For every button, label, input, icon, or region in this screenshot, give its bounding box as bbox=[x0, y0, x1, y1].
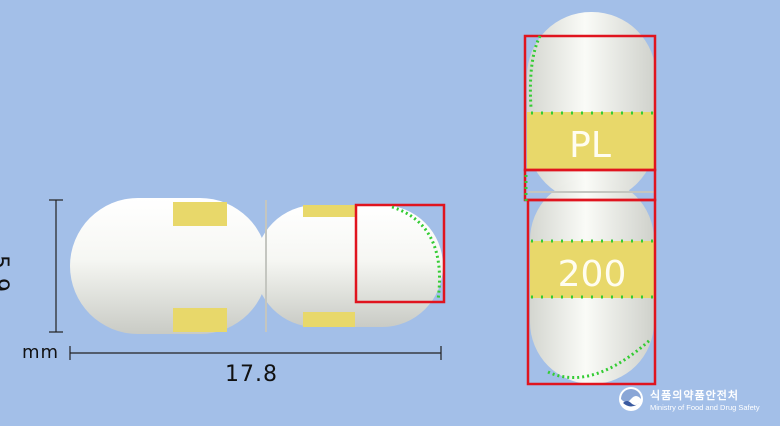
detection-box-bottom bbox=[526, 198, 657, 386]
logo-korean: 식품의약품안전처 bbox=[650, 389, 739, 402]
mfds-logo: 식품의약품안전처 Ministry of Food and Drug Safet… bbox=[618, 386, 760, 412]
dimension-lines bbox=[49, 199, 442, 360]
mfds-emblem-icon bbox=[619, 387, 643, 411]
logo-english: Ministry of Food and Drug Safety bbox=[650, 402, 760, 412]
detection-box-horizontal bbox=[354, 203, 446, 304]
length-label: 17.8 bbox=[225, 362, 278, 387]
vertical-capsule: PL 200 bbox=[523, 12, 657, 386]
unit-label: mm bbox=[22, 342, 60, 363]
imprint-top: PL bbox=[569, 125, 611, 166]
horizontal-capsule bbox=[70, 198, 446, 334]
width-label: 5.9 bbox=[0, 255, 12, 293]
imprint-bottom: 200 bbox=[558, 254, 627, 295]
